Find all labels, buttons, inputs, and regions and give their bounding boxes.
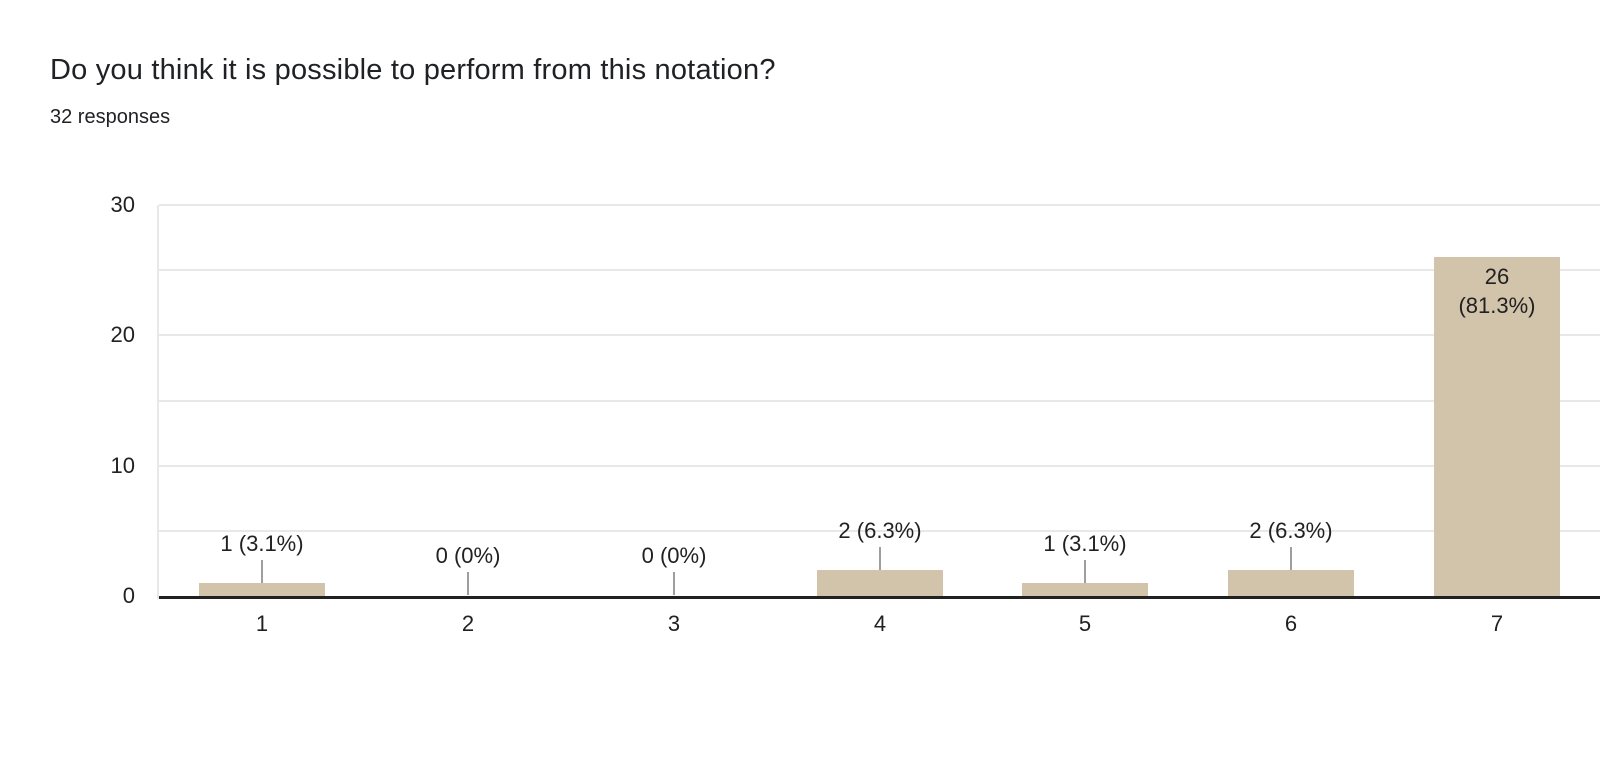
gridline [159,204,1600,206]
bar-value-label: 1 (3.1%) [1043,531,1127,556]
gridline [159,464,1600,467]
y-tick-label: 20 [110,322,135,348]
x-tick-label: 3 [667,611,681,636]
callout-line [673,572,675,595]
gridline [159,269,1600,272]
bar-value-label-line: 26 [1484,264,1510,289]
y-tick-label: 10 [110,452,135,478]
y-tick-label: 0 [122,583,135,608]
x-axis-line [159,596,1600,599]
gridline [159,399,1600,402]
bar-value-label: 0 (0%) [641,543,707,568]
bar-category-6[interactable] [1228,570,1354,596]
gridline [159,529,1600,532]
bar-category-1[interactable] [199,583,325,596]
bar-value-label: 26 (81.3%) [1434,262,1560,320]
bar-value-label: 2 (6.3%) [1249,518,1333,543]
y-axis-line [157,205,159,599]
x-tick-label: 7 [1490,611,1504,636]
callout-line [879,547,881,570]
response-count: 32 responses [50,106,171,128]
x-tick-label: 4 [873,611,887,636]
callout-line [1084,560,1086,583]
y-tick-label: 30 [110,192,135,217]
bar-category-7[interactable] [1434,257,1560,596]
gridline [159,334,1600,337]
question-title: Do you think it is possible to perform f… [50,54,776,86]
x-tick-label: 1 [255,611,269,636]
callout-line [467,572,469,595]
bar-category-4[interactable] [817,570,943,596]
bar-value-label-line: (81.3%) [1458,293,1536,318]
bar-category-5[interactable] [1022,583,1148,596]
bar-value-label: 2 (6.3%) [838,518,922,543]
bar-value-label: 0 (0%) [435,543,501,568]
callout-line [1290,547,1292,570]
x-tick-label: 6 [1284,611,1298,636]
bar-value-label: 1 (3.1%) [220,531,304,556]
callout-line [261,560,263,583]
x-tick-label: 5 [1078,611,1092,636]
x-tick-label: 2 [461,611,475,636]
